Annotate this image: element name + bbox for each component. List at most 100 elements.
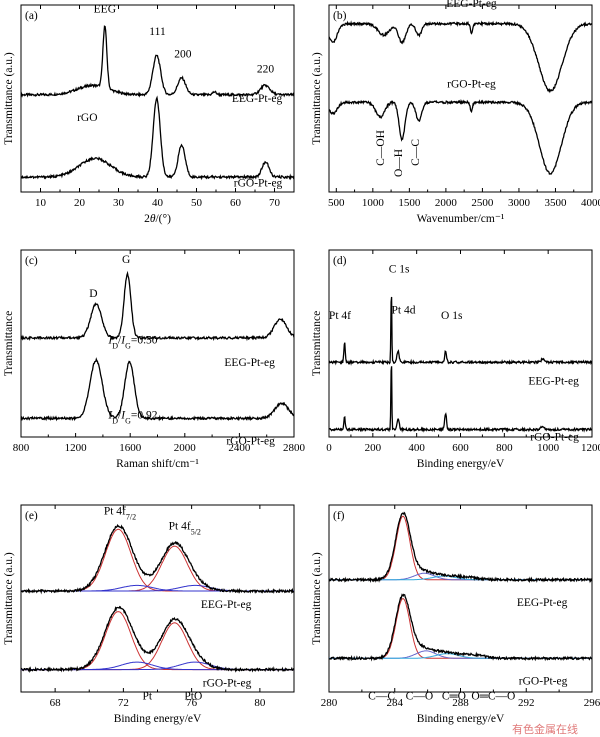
x-tick-label: 30 xyxy=(113,197,125,209)
annotation: C═O xyxy=(442,690,466,702)
annotation: rGO-Pt-eg xyxy=(519,676,568,688)
x-tick-label: 2000 xyxy=(174,442,197,454)
x-tick-label: 1500 xyxy=(398,197,421,209)
plot-frame xyxy=(20,504,295,693)
annotation: rGO-Pt-eg xyxy=(234,177,283,189)
annotation: Pt 4d xyxy=(392,305,416,317)
x-tick-label: 288 xyxy=(452,697,469,709)
panel-label: (f) xyxy=(333,510,345,522)
x-ticks: 500 1000 1500 2000 2500 3000 3500 4000 xyxy=(328,5,600,209)
x-tick-label: 68 xyxy=(50,697,62,709)
annotation: PtO xyxy=(184,690,202,702)
panel-label: (c) xyxy=(25,255,38,267)
x-tick-label: 2000 xyxy=(435,197,458,209)
fit-component xyxy=(21,622,294,671)
x-tick-label: 2800 xyxy=(283,442,306,454)
annotation: rGO-Pt-eg xyxy=(447,78,496,90)
annotation: O 1s xyxy=(441,310,463,322)
annotation: EEG-Pt-eg xyxy=(528,376,579,388)
annotation: Pt 4f7/2 xyxy=(104,505,136,521)
panel-label: (b) xyxy=(333,10,347,22)
annotation: 220 xyxy=(257,63,275,75)
series-line-EEG-Pt-eg xyxy=(329,296,592,366)
series-line-rGO-Pt-eg xyxy=(329,98,592,175)
plot-frame xyxy=(328,249,593,438)
x-tick-label: 3000 xyxy=(508,197,531,209)
annotation: G xyxy=(122,254,130,266)
x-axis-label: Binding energy/eV xyxy=(417,713,505,725)
series-line-rGO-Pt-eg xyxy=(329,366,592,433)
annotation: Pt xyxy=(142,690,152,702)
annotation: C 1s xyxy=(389,263,410,275)
annotation: EEG-Pt-eg xyxy=(224,357,275,369)
annotation: EEG-Pt-eg xyxy=(446,0,497,10)
annotation: rGO-Pt-eg xyxy=(203,677,252,689)
annotation: EEG-Pt-eg xyxy=(517,597,568,609)
y-axis-label: Transmittance (a.u.) xyxy=(3,552,15,645)
annotation: ID/IG=0.92 xyxy=(107,409,157,425)
x-tick-label: 4000 xyxy=(581,197,600,209)
annotation: rGO-Pt-eg xyxy=(530,432,579,444)
x-ticks: 0 200 400 600 800 1000 1200 xyxy=(326,250,600,454)
fit-component xyxy=(21,611,294,671)
fit-component xyxy=(21,528,294,592)
plot-frame xyxy=(328,4,593,193)
annotation: Pt 4f5/2 xyxy=(169,520,201,536)
x-tick-label: 296 xyxy=(584,697,600,709)
x-tick-label: 400 xyxy=(408,442,425,454)
panel-label: (e) xyxy=(25,510,38,522)
x-tick-label: 292 xyxy=(518,697,535,709)
x-tick-label: 76 xyxy=(186,697,198,709)
x-tick-label: 600 xyxy=(452,442,469,454)
x-tick-label: 2500 xyxy=(471,197,494,209)
series-line-EEG-Pt-eg xyxy=(21,523,294,595)
x-tick-label: 3500 xyxy=(544,197,567,209)
x-tick-label: 40 xyxy=(152,197,164,209)
panel-3: (d) 0 200 400 600 800 1000 1200 Binding energy/e… xyxy=(311,249,600,470)
x-tick-label: 1000 xyxy=(362,197,385,209)
x-ticks: 280 284 288 292 296 xyxy=(321,505,600,709)
annotation: EEG-Pt-eg xyxy=(232,93,283,105)
annotation: 111 xyxy=(149,26,166,38)
x-tick-label: 500 xyxy=(328,197,345,209)
x-axis-label: Raman shift/cm⁻¹ xyxy=(116,458,199,470)
annotation: C—C xyxy=(368,690,395,702)
x-tick-label: 50 xyxy=(191,197,203,209)
x-axis-label: Binding energy/eV xyxy=(417,458,505,470)
annotation: rGO-Pt-eg xyxy=(226,435,275,447)
fit-component xyxy=(21,545,294,592)
panel-0: (a) 10 20 30 40 50 60 70 2θ/(°) Transmittance (a.… xyxy=(3,3,295,225)
annotation: C—OH xyxy=(375,130,387,166)
x-tick-label: 20 xyxy=(74,197,86,209)
x-tick-label: 70 xyxy=(269,197,281,209)
panel-5: (f) 280 284 288 292 296 Binding energy/eV Trans… xyxy=(311,504,600,725)
x-ticks: 68 72 76 80 xyxy=(50,505,266,709)
annotation: O═C—O xyxy=(471,690,515,702)
x-tick-label: 1200 xyxy=(65,442,88,454)
y-axis-label: Transmittance (a.u.) xyxy=(311,52,323,145)
panel-4: (e) 68 72 76 80 Binding energy/eV Transmittanc… xyxy=(3,504,295,725)
annotation: O—H xyxy=(393,149,405,177)
x-tick-label: 80 xyxy=(254,697,266,709)
panel-label: (a) xyxy=(25,10,38,22)
plot-area xyxy=(21,25,294,181)
series-line-rGO-Pt-eg xyxy=(329,593,592,662)
y-axis-label: Transmittance (a.u.) xyxy=(3,52,15,145)
x-axis-label: 2θ/(°) xyxy=(144,213,171,225)
series-line-EEG-Pt-eg xyxy=(21,25,294,98)
annotation: 200 xyxy=(174,48,192,60)
annotation: ID/IG=0.50 xyxy=(107,335,157,351)
panel-1: (b) 500 1000 1500 2000 2500 3000 3500 4000 Wavenu… xyxy=(311,0,600,225)
x-tick-label: 72 xyxy=(118,697,129,709)
series-line-EEG-Pt-eg xyxy=(329,511,592,584)
plot-area xyxy=(329,296,592,433)
x-tick-label: 800 xyxy=(13,442,30,454)
x-tick-label: 284 xyxy=(387,697,404,709)
annotation: EEG xyxy=(94,3,116,15)
x-axis-label: Wavenumber/cm⁻¹ xyxy=(417,213,505,225)
watermark: 有色金属在线 xyxy=(512,722,578,736)
x-tick-label: 1600 xyxy=(119,442,142,454)
x-tick-label: 10 xyxy=(35,197,47,209)
series-line-rGO-Pt-eg xyxy=(21,357,294,422)
